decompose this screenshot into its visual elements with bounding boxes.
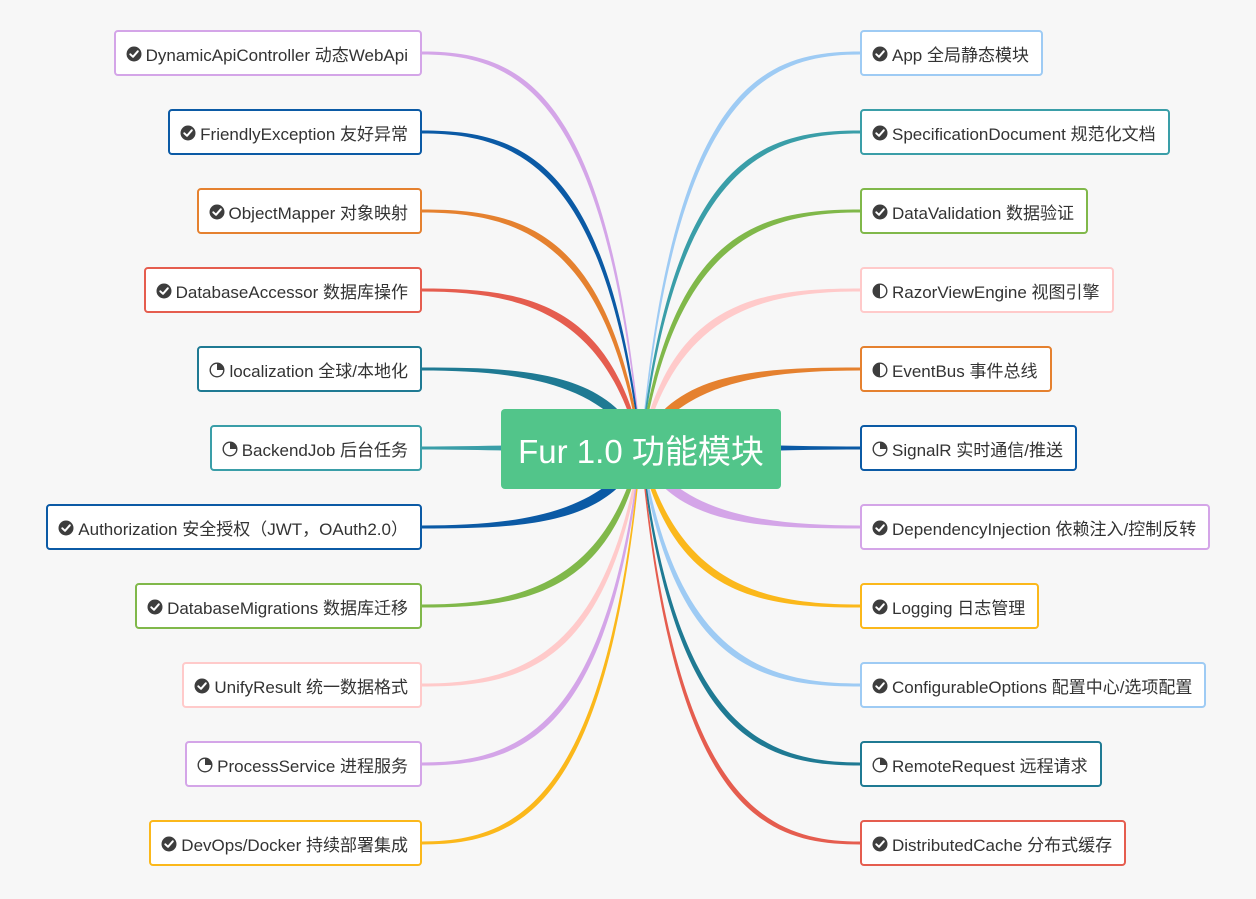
topic-node[interactable]: SignalR 实时通信/推送 <box>860 425 1077 471</box>
pie-quarter-icon <box>197 757 213 773</box>
topic-node[interactable]: App 全局静态模块 <box>860 30 1043 76</box>
topic-label: SignalR 实时通信/推送 <box>892 440 1063 460</box>
check-circle-icon <box>58 520 74 536</box>
check-circle-icon <box>156 283 172 299</box>
topic-node[interactable]: DevOps/Docker 持续部署集成 <box>149 820 422 866</box>
pie-quarter-icon <box>872 757 888 773</box>
central-topic[interactable]: Fur 1.0 功能模块 <box>501 409 781 489</box>
topic-node[interactable]: DataValidation 数据验证 <box>860 188 1089 234</box>
check-circle-icon <box>872 520 888 536</box>
topic-label: Authorization 安全授权（JWT，OAuth2.0） <box>78 519 408 539</box>
branch-connector <box>422 442 641 845</box>
check-circle-icon <box>872 678 888 694</box>
check-circle-icon <box>209 204 225 220</box>
topic-label: ObjectMapper 对象映射 <box>228 203 409 223</box>
topic-label: ProcessService 进程服务 <box>217 756 408 776</box>
topic-node[interactable]: BackendJob 后台任务 <box>209 425 422 471</box>
topic-node[interactable]: Logging 日志管理 <box>860 583 1040 629</box>
check-circle-icon <box>872 836 888 852</box>
topic-node[interactable]: UnifyResult 统一数据格式 <box>182 662 422 708</box>
check-circle-icon <box>126 46 142 62</box>
topic-label: FriendlyException 友好异常 <box>200 124 408 144</box>
topic-label: EventBus 事件总线 <box>892 361 1038 381</box>
topic-node[interactable]: RemoteRequest 远程请求 <box>860 741 1102 787</box>
pie-quarter-icon <box>222 441 238 457</box>
check-circle-icon <box>872 46 888 62</box>
branch-connector <box>641 51 860 456</box>
check-circle-icon <box>872 599 888 615</box>
check-circle-icon <box>872 125 888 141</box>
check-circle-icon <box>147 599 163 615</box>
topic-node[interactable]: ObjectMapper 对象映射 <box>196 188 422 234</box>
topic-label: localization 全球/本地化 <box>229 361 408 381</box>
topic-label: RemoteRequest 远程请求 <box>892 756 1088 776</box>
topic-node[interactable]: FriendlyException 友好异常 <box>168 109 422 155</box>
topic-label: DependencyInjection 依赖注入/控制反转 <box>892 519 1197 539</box>
topic-node[interactable]: SpecificationDocument 规范化文档 <box>860 109 1170 155</box>
check-circle-icon <box>194 678 210 694</box>
half-circle-icon <box>872 283 888 299</box>
topic-node[interactable]: localization 全球/本地化 <box>197 346 422 392</box>
topic-label: BackendJob 后台任务 <box>241 440 408 460</box>
check-circle-icon <box>872 204 888 220</box>
topic-label: DynamicApiController 动态WebApi <box>145 45 408 65</box>
topic-node[interactable]: DynamicApiController 动态WebApi <box>113 30 422 76</box>
topic-node[interactable]: ProcessService 进程服务 <box>185 741 422 787</box>
pie-quarter-icon <box>872 441 888 457</box>
topic-label: ConfigurableOptions 配置中心/选项配置 <box>892 677 1193 697</box>
half-circle-icon <box>872 362 888 378</box>
topic-node[interactable]: DatabaseAccessor 数据库操作 <box>143 267 422 313</box>
topic-label: DistributedCache 分布式缓存 <box>892 835 1113 855</box>
topic-node[interactable]: RazorViewEngine 视图引擎 <box>860 267 1114 313</box>
topic-node[interactable]: ConfigurableOptions 配置中心/选项配置 <box>860 662 1207 708</box>
topic-node[interactable]: DependencyInjection 依赖注入/控制反转 <box>860 504 1211 550</box>
pie-quarter-icon <box>209 362 225 378</box>
topic-node[interactable]: Authorization 安全授权（JWT，OAuth2.0） <box>46 504 422 550</box>
topic-label: DatabaseAccessor 数据库操作 <box>175 282 408 302</box>
topic-node[interactable]: EventBus 事件总线 <box>860 346 1052 392</box>
check-circle-icon <box>161 836 177 852</box>
topic-node[interactable]: DistributedCache 分布式缓存 <box>860 820 1127 866</box>
topic-label: UnifyResult 统一数据格式 <box>214 677 408 697</box>
branch-connector <box>641 442 860 845</box>
branch-connector <box>641 442 860 529</box>
branch-connector <box>422 51 641 456</box>
branch-connector <box>422 442 641 529</box>
topic-label: DatabaseMigrations 数据库迁移 <box>167 598 408 618</box>
central-topic-label: Fur 1.0 功能模块 <box>518 433 764 470</box>
topic-label: SpecificationDocument 规范化文档 <box>892 124 1156 144</box>
branch-connector <box>422 367 641 456</box>
topic-node[interactable]: DatabaseMigrations 数据库迁移 <box>135 583 422 629</box>
branch-connector <box>641 367 860 456</box>
topic-label: App 全局静态模块 <box>892 45 1029 65</box>
topic-label: DataValidation 数据验证 <box>892 203 1075 223</box>
topic-label: Logging 日志管理 <box>892 598 1026 618</box>
check-circle-icon <box>180 125 196 141</box>
topic-label: RazorViewEngine 视图引擎 <box>892 282 1100 302</box>
topic-label: DevOps/Docker 持续部署集成 <box>181 835 408 855</box>
